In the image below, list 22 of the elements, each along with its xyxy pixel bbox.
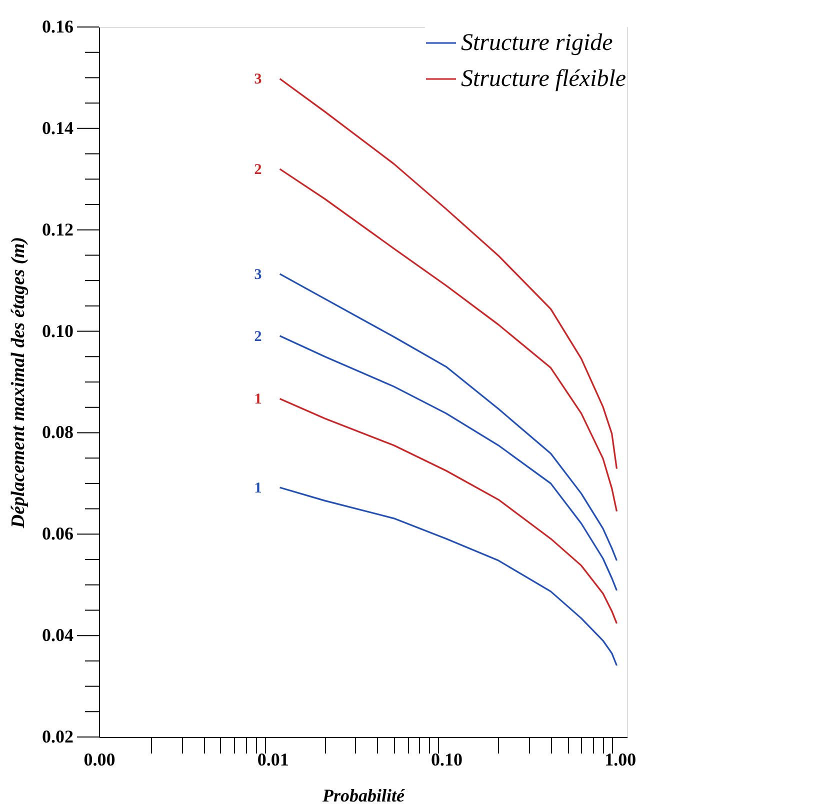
annotation: 1 (254, 392, 262, 408)
x-axis-title: Probabilité (322, 786, 406, 806)
annotation: 2 (254, 328, 262, 345)
y-tick-label: 0.16 (42, 16, 74, 36)
y-tick-label: 0.04 (42, 625, 74, 646)
y-tick-label: 0.10 (42, 320, 74, 341)
annotation: 1 (254, 480, 262, 496)
x-tick-label: 0.01 (257, 750, 289, 770)
x-tick-label: 1.00 (604, 750, 636, 770)
y-tick-label: 0.08 (42, 422, 74, 442)
annotation: 3 (254, 72, 262, 88)
y-tick-label: 0.12 (42, 219, 74, 240)
y-tick-label: 0.14 (42, 118, 74, 138)
y-axis-title: Déplacement maximal des étages (m) (8, 236, 29, 530)
x-tick-label: 0.10 (430, 750, 462, 770)
annotation: 3 (254, 266, 262, 283)
x-tick-label: 0.00 (84, 750, 116, 770)
legend-label: Structure rigide (461, 30, 614, 56)
legend-label: Structure fléxible (461, 66, 626, 92)
y-tick-label: 0.06 (42, 524, 74, 544)
annotation: 2 (254, 162, 262, 178)
y-tick-label: 0.02 (42, 726, 74, 746)
